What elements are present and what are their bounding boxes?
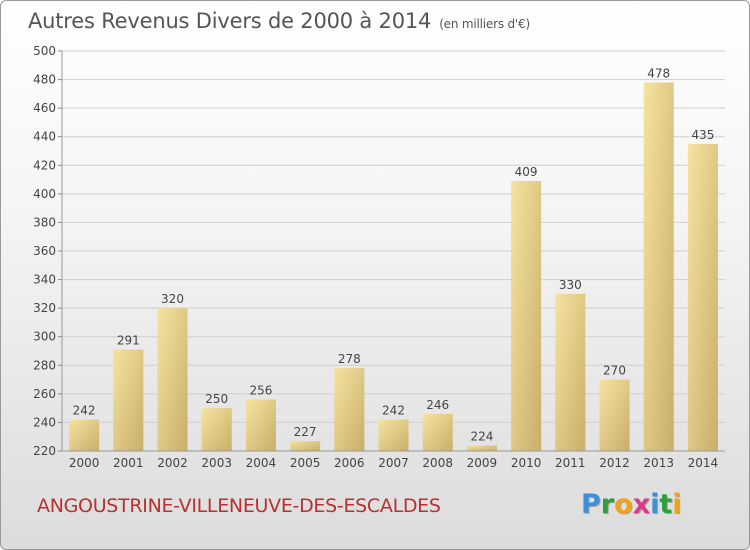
commune-name: ANGOUSTRINE-VILLENEUVE-DES-ESCALDES bbox=[37, 495, 441, 517]
x-tick-label: 2004 bbox=[246, 456, 277, 470]
bar-value-label: 250 bbox=[205, 392, 228, 406]
label-layer: 242 291 320 250 256 227 278 242 246 224 409 330 270 4… bbox=[73, 66, 715, 443]
bar bbox=[201, 408, 232, 451]
proxiti-logo: Proxiti bbox=[581, 489, 682, 520]
bar bbox=[466, 445, 497, 451]
y-tick-label: 380 bbox=[33, 215, 56, 229]
x-tick-label: 2006 bbox=[334, 456, 365, 470]
bar bbox=[687, 143, 718, 451]
y-tick-label: 220 bbox=[33, 444, 56, 458]
bar-value-label: 291 bbox=[117, 334, 140, 348]
bar bbox=[422, 413, 453, 451]
y-tick-label: 340 bbox=[33, 273, 56, 287]
bar bbox=[245, 399, 276, 451]
bar-value-label: 256 bbox=[249, 384, 272, 398]
x-tick-label: 2001 bbox=[113, 456, 144, 470]
bar-layer bbox=[69, 82, 718, 451]
title-text: Autres Revenus Divers de 2000 à 2014 bbox=[28, 9, 432, 33]
bar bbox=[511, 181, 542, 451]
bar bbox=[69, 419, 100, 451]
y-tick-label: 280 bbox=[33, 358, 56, 372]
bar-value-label: 278 bbox=[338, 352, 361, 366]
title-unit: (en milliers d'€) bbox=[439, 17, 530, 31]
bar-value-label: 246 bbox=[426, 398, 449, 412]
y-tick-label: 260 bbox=[33, 387, 56, 401]
bar-value-label: 227 bbox=[294, 425, 317, 439]
bar-value-label: 435 bbox=[691, 128, 714, 142]
bar-value-label: 242 bbox=[73, 404, 96, 418]
x-tick-label: 2012 bbox=[599, 456, 630, 470]
logo-letter: i bbox=[672, 489, 682, 520]
x-tick-label: 2005 bbox=[290, 456, 321, 470]
bar bbox=[643, 82, 674, 451]
bar-value-label: 242 bbox=[382, 404, 405, 418]
y-tick-label: 480 bbox=[33, 73, 56, 87]
y-tick-label: 400 bbox=[33, 187, 56, 201]
x-tick-label: 2000 bbox=[69, 456, 100, 470]
axis-layer: 220 240 260 280 300 320 340 360 380 400 420 440 460 4… bbox=[33, 44, 725, 470]
y-tick-label: 420 bbox=[33, 158, 56, 172]
bar bbox=[378, 419, 409, 451]
y-tick-label: 500 bbox=[33, 44, 56, 58]
x-tick-label: 2011 bbox=[555, 456, 586, 470]
logo-letter: P bbox=[581, 489, 601, 520]
y-tick-label: 360 bbox=[33, 244, 56, 258]
bar-value-label: 330 bbox=[559, 278, 582, 292]
x-tick-label: 2014 bbox=[688, 456, 719, 470]
bar-value-label: 478 bbox=[647, 66, 670, 80]
y-tick-label: 460 bbox=[33, 101, 56, 115]
x-tick-label: 2013 bbox=[643, 456, 674, 470]
x-tick-label: 2008 bbox=[422, 456, 453, 470]
x-tick-label: 2002 bbox=[157, 456, 188, 470]
chart-title: Autres Revenus Divers de 2000 à 2014 (en … bbox=[28, 9, 530, 33]
bar bbox=[555, 293, 586, 451]
bar-value-label: 320 bbox=[161, 292, 184, 306]
bar bbox=[290, 441, 321, 451]
bar bbox=[157, 308, 188, 451]
logo-letter: o bbox=[614, 489, 633, 520]
logo-letter: x bbox=[632, 489, 651, 520]
x-tick-label: 2010 bbox=[511, 456, 542, 470]
y-tick-label: 300 bbox=[33, 330, 56, 344]
bar-value-label: 409 bbox=[515, 165, 538, 179]
logo-letter: r bbox=[600, 489, 615, 520]
bar bbox=[334, 368, 365, 451]
y-tick-label: 320 bbox=[33, 301, 56, 315]
y-tick-label: 240 bbox=[33, 415, 56, 429]
bar-value-label: 270 bbox=[603, 364, 626, 378]
x-tick-label: 2003 bbox=[201, 456, 232, 470]
x-tick-label: 2009 bbox=[467, 456, 498, 470]
y-tick-label: 440 bbox=[33, 130, 56, 144]
logo-letter: i bbox=[650, 489, 660, 520]
bar-value-label: 224 bbox=[470, 429, 493, 443]
x-tick-label: 2007 bbox=[378, 456, 409, 470]
bar bbox=[599, 379, 630, 451]
bar bbox=[113, 349, 144, 451]
logo-letter: t bbox=[659, 489, 673, 520]
